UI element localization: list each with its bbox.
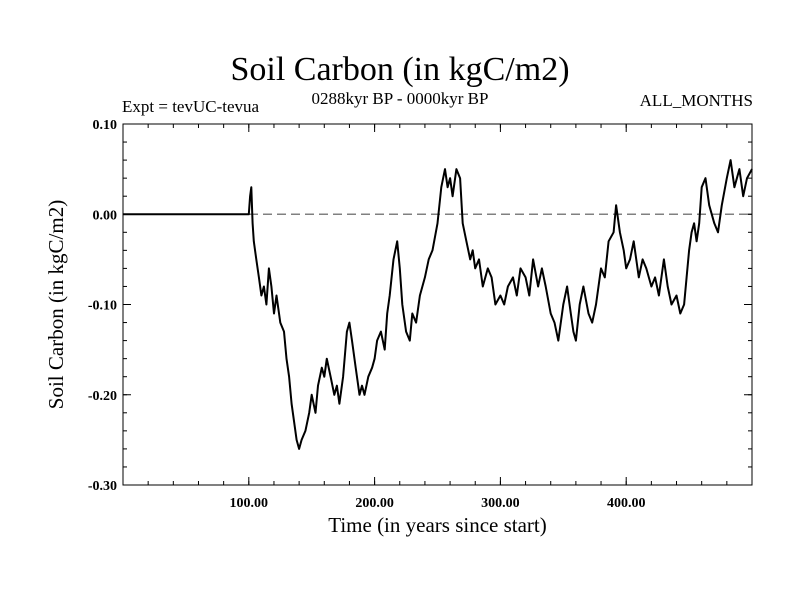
y-axis-label: Soil Carbon (in kgC/m2) [44,200,68,409]
time-range-subtitle: 0288kyr BP - 0000kyr BP [311,89,489,108]
y-tick-label: -0.20 [88,389,117,404]
x-tick-label: 400.00 [607,496,646,511]
plot-frame [122,123,753,486]
experiment-label: Expt = tevUC-tevua [122,97,260,116]
months-label: ALL_MONTHS [639,91,753,110]
x-axis-label: Time (in years since start) [328,513,547,537]
y-tick-label: 0.00 [93,208,118,223]
y-tick-label: 0.10 [93,118,118,133]
x-tick-label: 200.00 [355,496,394,511]
y-tick-label: -0.30 [88,479,117,494]
x-tick-label: 300.00 [481,496,520,511]
y-tick-label: -0.10 [88,299,117,314]
x-tick-label: 100.00 [230,496,269,511]
data-series-line [123,159,753,450]
chart-title: Soil Carbon (in kgC/m2) [230,51,570,88]
